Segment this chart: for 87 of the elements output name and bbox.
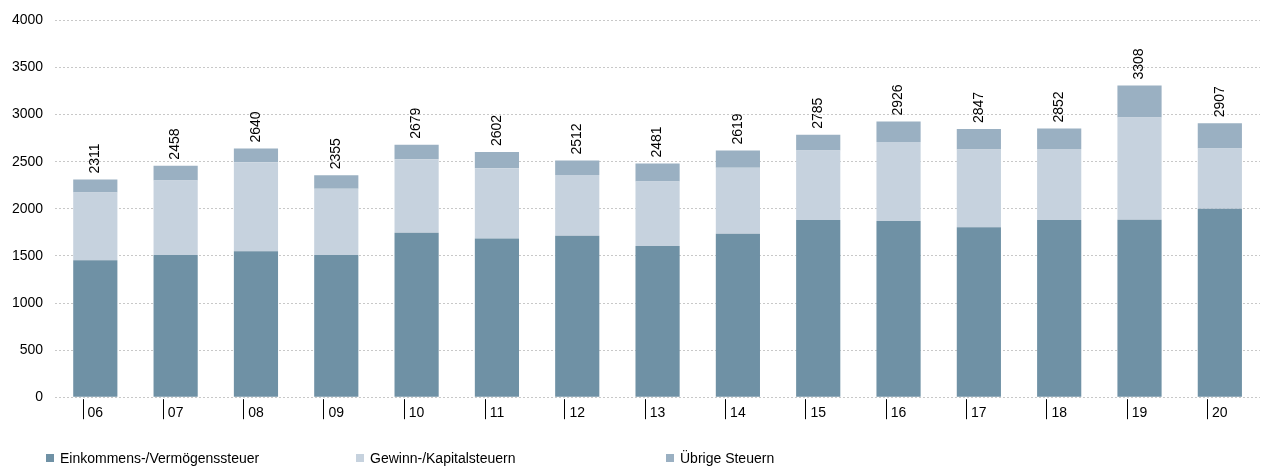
bar (73, 260, 118, 397)
x-tick-label: 11 (489, 404, 505, 421)
x-tick-label: 18 (1051, 404, 1068, 421)
bar (956, 129, 1001, 150)
bar (555, 160, 600, 175)
bar (635, 246, 680, 397)
bar (1117, 219, 1162, 397)
x-tick-label: 06 (87, 404, 104, 421)
bar (1037, 220, 1082, 397)
bar (715, 167, 760, 234)
total-label: 2640 (246, 111, 263, 143)
bar (956, 227, 1001, 397)
y-tick-label: 3000 (11, 105, 44, 122)
y-tick-label: 2500 (11, 152, 44, 169)
y-tick-label: 500 (19, 340, 44, 357)
bar (956, 149, 1001, 228)
bar (876, 221, 921, 397)
bar (715, 233, 760, 397)
x-tick-label: 17 (971, 404, 987, 421)
x-tick-label: 10 (408, 404, 425, 421)
y-tick-label: 4000 (11, 11, 44, 28)
total-label: 2847 (969, 91, 986, 124)
bar (394, 144, 439, 160)
bar (555, 235, 600, 397)
y-tick-label: 1500 (11, 246, 44, 263)
x-tick-label: 20 (1212, 404, 1228, 421)
bar (1037, 128, 1082, 149)
total-label: 2619 (728, 113, 745, 145)
bar (153, 180, 198, 255)
bar (233, 148, 279, 163)
y-tick-label: 2000 (11, 199, 44, 216)
bar (1197, 148, 1242, 209)
x-tick-label: 19 (1131, 404, 1148, 421)
y-tick-label: 0 (35, 388, 44, 405)
total-label: 2602 (487, 114, 504, 147)
bar (233, 162, 279, 252)
legend-label: Übrige Steuern (680, 450, 775, 466)
x-tick-label: 09 (328, 404, 345, 421)
bar (876, 121, 921, 142)
x-tick-label: 07 (167, 404, 184, 421)
bar (876, 141, 921, 222)
x-tick-label: 15 (810, 404, 827, 421)
bar (394, 232, 439, 397)
bar (73, 179, 118, 193)
legend-label: Einkommens-/Vermögenssteuer (60, 450, 260, 466)
bar (1117, 85, 1162, 118)
bar (314, 188, 359, 255)
total-label: 2311 (86, 143, 103, 174)
total-label: 2785 (809, 97, 826, 129)
bar (73, 192, 118, 261)
bar (153, 254, 198, 397)
bar (635, 181, 680, 247)
bar (153, 165, 198, 181)
total-label: 2481 (648, 126, 665, 158)
bar (474, 168, 520, 239)
total-label: 2355 (327, 138, 344, 170)
bar (314, 254, 359, 397)
y-tick-label: 1000 (11, 293, 44, 310)
bar (1037, 148, 1082, 221)
legend-label: Gewinn-/Kapitalsteuern (370, 450, 516, 466)
x-tick-label: 12 (569, 404, 586, 421)
bar (394, 159, 439, 233)
y-tick-label: 3500 (11, 58, 44, 75)
total-label: 2512 (568, 123, 585, 155)
total-label: 3308 (1130, 48, 1147, 80)
bar (474, 238, 520, 397)
bar (796, 150, 841, 221)
bar (555, 174, 600, 236)
bar (314, 175, 359, 189)
bar (715, 150, 760, 168)
x-tick-label: 16 (890, 404, 907, 421)
bar (1197, 208, 1242, 397)
bar (474, 152, 520, 169)
x-tick-label: 08 (248, 404, 264, 421)
total-label: 2926 (889, 84, 906, 116)
total-label: 2458 (166, 128, 183, 160)
bar (796, 220, 841, 397)
total-label: 2907 (1210, 86, 1227, 118)
bar (233, 251, 279, 397)
total-label: 2679 (407, 107, 424, 139)
bar (1197, 123, 1242, 149)
bar (635, 163, 680, 182)
x-tick-label: 13 (649, 404, 666, 421)
x-tick-label: 14 (730, 404, 746, 421)
bar (1117, 117, 1162, 220)
total-label: 2852 (1050, 91, 1067, 123)
bar (796, 134, 841, 151)
